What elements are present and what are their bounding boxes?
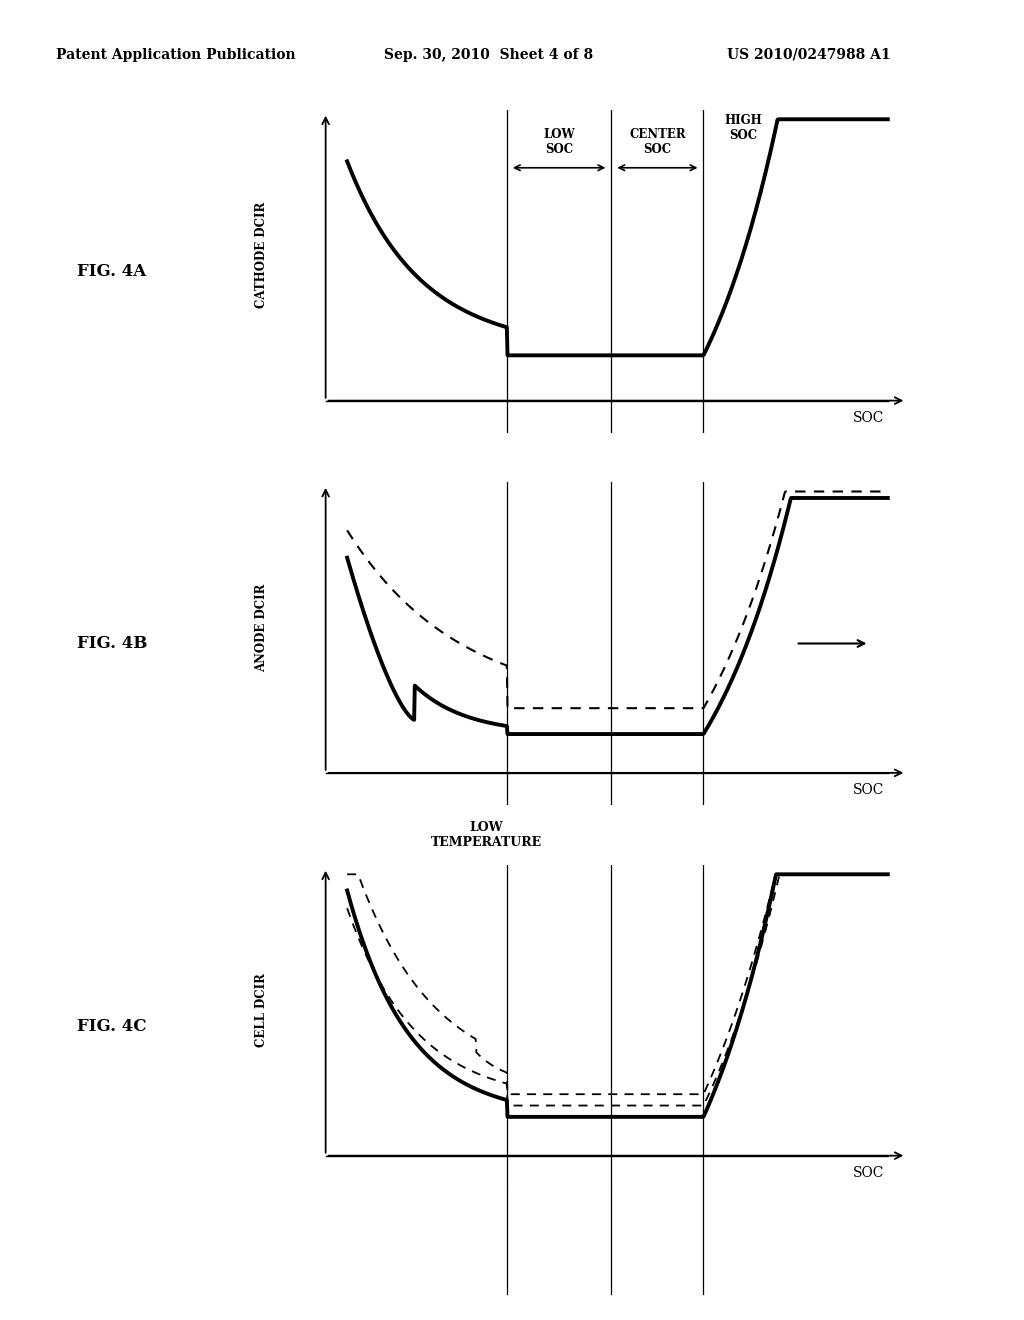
Text: FIG. 4C: FIG. 4C [77,1018,146,1035]
Text: CENTER
SOC: CENTER SOC [629,128,686,157]
Text: Patent Application Publication: Patent Application Publication [56,48,296,62]
Text: SOC: SOC [853,1166,885,1180]
Text: SOC: SOC [853,411,885,425]
Text: ANODE DCIR: ANODE DCIR [255,583,267,672]
Text: SOC: SOC [853,783,885,797]
Text: HIGH
SOC: HIGH SOC [725,114,762,143]
Text: LOW
TEMPERATURE: LOW TEMPERATURE [431,821,542,849]
Text: FIG. 4A: FIG. 4A [77,263,146,280]
Text: Sep. 30, 2010  Sheet 4 of 8: Sep. 30, 2010 Sheet 4 of 8 [384,48,593,62]
Text: CATHODE DCIR: CATHODE DCIR [255,202,267,308]
Text: CELL DCIR: CELL DCIR [255,973,267,1047]
Text: FIG. 4B: FIG. 4B [77,635,147,652]
Text: US 2010/0247988 A1: US 2010/0247988 A1 [727,48,891,62]
Text: LOW
SOC: LOW SOC [543,128,575,157]
